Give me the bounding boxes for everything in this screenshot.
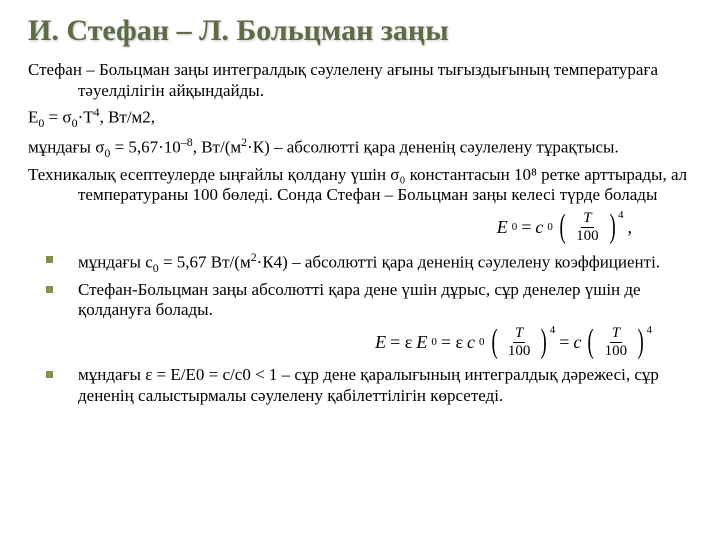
f2-den2: 100: [603, 343, 630, 359]
p2-exp: –8: [181, 135, 193, 149]
f1-eq: =: [521, 217, 531, 238]
b1-c: ·К4) – абсолютті қара дененің сәулелену …: [257, 253, 660, 272]
bullet-1: мұндағы с0 = 5,67 Вт/(м2·К4) – абсолютті…: [28, 250, 692, 276]
f2-num2: T: [610, 326, 622, 343]
lparen-icon: (: [559, 210, 565, 244]
f2-E0: E: [416, 332, 427, 353]
rparen3-icon: ): [638, 325, 644, 359]
p2-c: , Вт/(м: [193, 138, 241, 157]
slide-title: И. Стефан – Л. Больцман заңы: [28, 14, 692, 48]
f2-eq1: = ε: [390, 332, 412, 353]
eq1-tail: , Вт/м2,: [100, 108, 156, 127]
bullet-3: мұндағы ε = Е/Е0 = с/с0 < 1 – сұр дене қ…: [28, 365, 692, 406]
f1-c: c: [535, 217, 543, 238]
f1-frac: T 100: [574, 211, 601, 244]
f2-eq2: = ε: [441, 332, 463, 353]
b1-b: = 5,67 Вт/(м: [159, 253, 251, 272]
f2-den1: 100: [506, 343, 533, 359]
f1-den: 100: [574, 228, 601, 244]
f1-lhs: E: [497, 217, 508, 238]
f2-frac2: T 100: [603, 326, 630, 359]
slide: И. Стефан – Л. Больцман заңы Стефан – Бо…: [0, 0, 720, 540]
b1-a: мұндағы с: [78, 253, 153, 272]
paragraph-sigma: мұндағы σ0 = 5,67·10–8, Вт/(м2·К) – абсо…: [28, 135, 692, 161]
lparen2-icon: (: [491, 325, 497, 359]
f2-eq3: =: [559, 332, 569, 353]
f2-num1: T: [513, 326, 525, 343]
f2-pow2: 4: [647, 324, 653, 336]
formula-2-row: E = ε E0 = ε c0 ( T 100 ) 4 = c ( T 100 …: [28, 325, 692, 359]
p2-c2: ·К) – абсолютті қара дененің сәулелену т…: [247, 138, 619, 157]
f2-E: E: [375, 332, 386, 353]
bullet-2: Стефан-Больцман заңы абсолютті қара дене…: [28, 280, 692, 321]
f1-c-sub: 0: [547, 221, 553, 233]
f1-num: T: [581, 211, 593, 228]
f2-c: c: [573, 332, 581, 353]
paragraph-intro: Стефан – Больцман заңы интегралдық сәуле…: [28, 60, 692, 101]
eq1-sym: Е: [28, 108, 38, 127]
bullet-list-2: мұндағы ε = Е/Е0 = с/с0 < 1 – сұр дене қ…: [28, 365, 692, 406]
eq1-rest: = σ: [44, 108, 71, 127]
rparen2-icon: ): [541, 325, 547, 359]
f1-lhs-sub: 0: [512, 221, 518, 233]
equation-line-1: Е0 = σ0·T4, Вт/м2,: [28, 105, 692, 131]
eq1-rest2: ·T: [78, 108, 94, 127]
f1-tail: ,: [628, 217, 633, 238]
f2-frac1: T 100: [506, 326, 533, 359]
formula-1: E0 = c0 ( T 100 ) 4 ,: [497, 210, 632, 244]
p2-a: мұндағы σ: [28, 138, 104, 157]
lparen3-icon: (: [588, 325, 594, 359]
f2-c0sub: 0: [479, 336, 485, 348]
formula-2: E = ε E0 = ε c0 ( T 100 ) 4 = c ( T 100 …: [375, 325, 652, 359]
f1-pow: 4: [618, 209, 624, 221]
rparen-icon: ): [609, 210, 615, 244]
f2-c0: c: [467, 332, 475, 353]
f2-E0sub: 0: [431, 336, 437, 348]
bullet-list: мұндағы с0 = 5,67 Вт/(м2·К4) – абсолютті…: [28, 250, 692, 321]
f2-pow1: 4: [550, 324, 556, 336]
paragraph-tech: Техникалық есептеулерде ыңғайлы қолдану …: [28, 165, 692, 206]
formula-1-row: E0 = c0 ( T 100 ) 4 ,: [28, 210, 692, 244]
p2-b: = 5,67·10: [110, 138, 181, 157]
